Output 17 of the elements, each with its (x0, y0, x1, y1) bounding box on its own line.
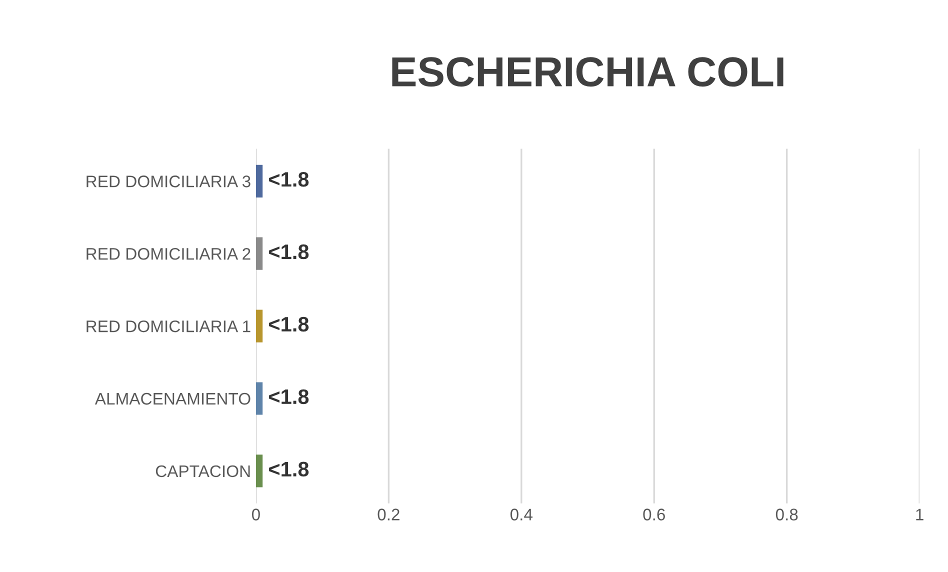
x-tick-label: 1 (916, 508, 924, 520)
y-tick-label: ALMACENAMIENTO (94, 392, 250, 405)
chart-title: ESCHERICHIA COLI (392, 57, 784, 87)
y-tick-label: RED DOMICILIARIA 2 (86, 248, 250, 260)
data-label: <1.8 (269, 244, 309, 260)
data-label: <1.8 (269, 172, 309, 187)
x-tick-label: 0.6 (643, 508, 665, 520)
x-tick-label: 0.8 (776, 508, 798, 520)
y-tick-label: RED DOMICILIARIA 3 (86, 176, 250, 188)
data-label: <1.8 (269, 389, 309, 404)
x-tick-label: 0.4 (510, 508, 532, 520)
data-label: <1.8 (269, 462, 309, 477)
data-label: <1.8 (269, 316, 309, 332)
x-tick-label: 0 (252, 508, 260, 520)
y-tick-label: CAPTACION (156, 465, 250, 478)
y-tick-label: RED DOMICILIARIA 1 (86, 320, 250, 332)
x-tick-label: 0.2 (378, 508, 400, 520)
